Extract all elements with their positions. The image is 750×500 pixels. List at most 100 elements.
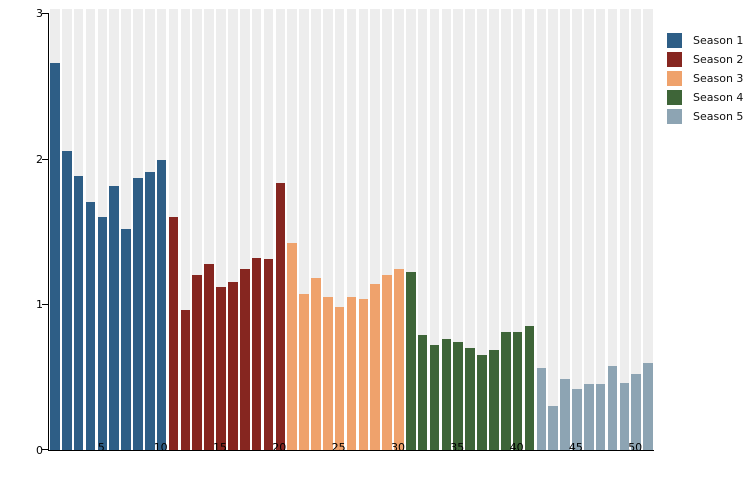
bar-episode-42 <box>536 368 547 450</box>
bar-episode-18 <box>251 257 262 450</box>
bar-episode-40 <box>512 332 523 450</box>
bar-episode-7 <box>121 228 131 450</box>
background-band <box>394 9 404 450</box>
background-band <box>370 9 381 450</box>
bar-episode-31 <box>406 272 416 450</box>
background-band <box>572 9 582 450</box>
legend-swatch-icon <box>667 33 682 48</box>
background-band <box>631 9 641 450</box>
bar-episode-10 <box>156 160 167 450</box>
x-tick-label: 25 <box>331 441 346 454</box>
bar-episode-39 <box>500 332 511 450</box>
bar-episode-43 <box>548 406 558 450</box>
bar-episode-21 <box>287 243 297 450</box>
background-band <box>477 9 487 450</box>
x-tick-label: 20 <box>272 441 287 454</box>
legend-item-1: Season 1 <box>667 33 743 48</box>
bar-episode-6 <box>109 186 120 450</box>
bar-episode-11 <box>168 216 179 450</box>
y-tick-label: 0 <box>36 444 43 457</box>
bar-episode-47 <box>595 384 606 450</box>
bar-episode-30 <box>394 269 404 450</box>
background-band <box>441 9 452 450</box>
bar-episode-22 <box>299 294 309 450</box>
bar-episode-27 <box>358 298 369 450</box>
background-band <box>643 9 653 450</box>
bar-episode-2 <box>61 151 72 450</box>
background-band <box>500 9 511 450</box>
legend-item-2: Season 2 <box>667 52 743 67</box>
legend-swatch-icon <box>667 90 682 105</box>
plot-area: 0 1 2 3 <box>36 8 654 456</box>
legend-swatch-icon <box>667 52 682 67</box>
background-band <box>346 9 357 450</box>
background-band <box>251 9 262 450</box>
background-band <box>417 9 428 450</box>
background-band <box>334 9 345 450</box>
background-band <box>192 9 203 450</box>
bar-episode-16 <box>228 282 238 450</box>
bar-episode-25 <box>334 307 345 450</box>
background-band <box>429 9 440 450</box>
bar-episode-34 <box>441 339 452 450</box>
background-band <box>619 9 630 450</box>
background-band <box>287 9 297 450</box>
bar-episode-19 <box>263 259 274 450</box>
bar-episode-49 <box>619 383 630 450</box>
legend-label: Season 2 <box>693 53 744 66</box>
background-band <box>512 9 523 450</box>
x-tick-label: 30 <box>391 441 405 454</box>
background-band <box>322 9 333 450</box>
y-tick-mark <box>42 13 48 14</box>
bar-episode-51 <box>643 362 653 450</box>
x-tick-label: 50 <box>628 441 643 454</box>
bar-episode-8 <box>133 177 143 450</box>
bar-episode-48 <box>607 365 618 450</box>
background-band <box>465 9 475 450</box>
bar-episode-46 <box>583 384 594 450</box>
y-tick-mark <box>42 304 48 306</box>
background-band <box>204 9 214 450</box>
bar-episode-26 <box>346 297 357 450</box>
y-tick-mark <box>42 158 48 160</box>
background-band <box>311 9 321 450</box>
background-band <box>406 9 416 450</box>
bar-episode-50 <box>631 374 641 450</box>
bar-episode-4 <box>85 202 96 450</box>
x-tick-label: 40 <box>509 441 524 454</box>
legend-label: Season 4 <box>693 91 744 104</box>
y-tick-label: 3 <box>36 7 43 20</box>
bar-episode-23 <box>311 278 321 450</box>
x-tick-label: 10 <box>153 441 168 454</box>
x-tick-label: 45 <box>568 441 583 454</box>
y-tick-mark <box>42 449 48 450</box>
background-band <box>583 9 594 450</box>
x-tick-label: 15 <box>213 441 227 454</box>
background-band <box>536 9 547 450</box>
background-band <box>607 9 618 450</box>
background-band <box>299 9 309 450</box>
legend-swatch-icon <box>667 71 682 86</box>
bar-episode-44 <box>560 378 570 450</box>
bar-episode-45 <box>572 388 582 450</box>
background-band <box>180 9 191 450</box>
background-band <box>524 9 535 450</box>
bar-episode-1 <box>50 62 60 450</box>
legend-swatch-icon <box>667 109 682 124</box>
x-tick-label: 5 <box>97 441 105 454</box>
bar-episode-17 <box>239 269 250 450</box>
background-band <box>560 9 570 450</box>
bar-episode-12 <box>180 310 191 450</box>
bar-episode-36 <box>465 348 475 450</box>
background-band <box>595 9 606 450</box>
y-tick-label: 2 <box>36 152 43 166</box>
background-band <box>358 9 369 450</box>
legend-label: Season 3 <box>693 72 744 85</box>
legend-item-4: Season 4 <box>667 90 743 105</box>
bar-episode-38 <box>489 349 499 450</box>
background-band <box>382 9 392 450</box>
bar-episode-15 <box>216 286 226 450</box>
bar-episode-28 <box>370 283 381 450</box>
bar-episode-24 <box>322 297 333 450</box>
background-band <box>216 9 226 450</box>
